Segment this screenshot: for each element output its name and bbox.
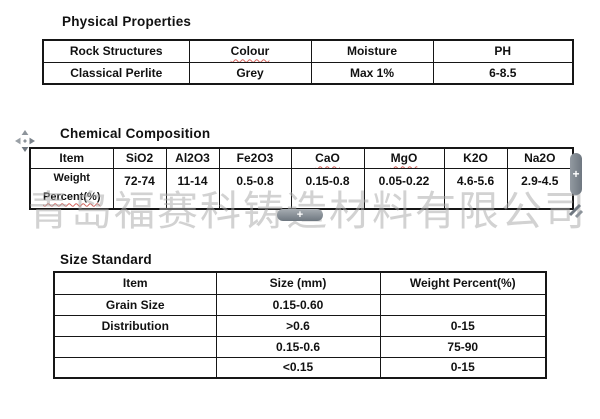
chemical-header-cao: CaO [290,147,365,169]
size-cell-range: 0.15-0.6 [215,335,381,358]
chemical-composition-table: Item SiO2 Al2O3 Fe2O3 CaO MgO K2O Na2O W… [29,147,574,210]
move-arrows-icon [15,130,35,152]
physical-cell-moisture: Max 1% [310,61,434,85]
size-cell-item-empty [53,335,217,358]
resize-grip-icon [568,203,584,219]
chemical-value-k2o: 4.6-5.6 [443,167,508,210]
size-cell-item-empty [53,356,217,379]
mgo-misspell-squiggle: MgO [390,151,418,166]
size-cell-range: >0.6 [215,314,381,337]
size-standard-table: Item Size (mm) Weight Percent(%) Grain S… [53,271,547,379]
size-cell-item-grain: Grain Size [53,293,217,316]
table-row: <0.15 0-15 [53,356,547,379]
weight-label: Weight [53,171,90,184]
chemical-header-sio2: SiO2 [112,147,167,169]
chemical-value-na2o: 2.9-4.5 [506,167,574,210]
chemical-value-cao: 0.15-0.8 [290,167,365,210]
expand-right-handle[interactable]: + [570,153,582,195]
physical-header-ph: PH [432,39,574,63]
size-cell-range: 0.15-0.60 [215,293,381,316]
chemical-header-mgo: MgO [363,147,445,169]
chemical-header-fe2o3: Fe2O3 [218,147,292,169]
chemical-header-al2o3: Al2O3 [165,147,220,169]
physical-header-moisture: Moisture [310,39,434,63]
table-row: 0.15-0.6 75-90 [53,335,547,358]
size-cell-percent: 75-90 [379,335,547,358]
size-header-weight-percent: Weight Percent(%) [379,271,547,295]
chemical-header-item: Item [29,147,114,169]
cao-misspell-squiggle: CaO [315,151,340,166]
physical-properties-table: Rock Structures Colour Moisture PH Class… [42,39,574,85]
table-row: Grain Size 0.15-0.60 [53,293,547,316]
physical-cell-rock-structure: Classical Perlite [42,61,190,85]
size-cell-range: <0.15 [215,356,381,379]
chemical-composition-title: Chemical Composition [60,126,211,141]
physical-header-rock-structures: Rock Structures [42,39,190,63]
physical-properties-title: Physical Properties [62,14,192,29]
chemical-header-k2o: K2O [443,147,508,169]
plus-icon: + [572,167,580,181]
colour-misspell-squiggle: Colour [230,44,270,59]
percent-label: Percent(%) [43,190,101,203]
plus-icon: + [296,209,304,221]
resize-grip-handle[interactable] [567,202,584,219]
size-standard-title: Size Standard [60,252,152,267]
table-row: Distribution >0.6 0-15 [53,314,547,337]
size-cell-percent: 0-15 [379,356,547,379]
size-cell-item-distribution: Distribution [53,314,217,337]
chemical-value-mgo: 0.05-0.22 [363,167,445,210]
physical-cell-ph: 6-8.5 [432,61,574,85]
size-header-item: Item [53,271,217,295]
size-cell-percent: 0-15 [379,314,547,337]
chemical-value-fe2o3: 0.5-0.8 [218,167,292,210]
chemical-value-sio2: 72-74 [112,167,167,210]
physical-header-colour: Colour [188,39,312,63]
chemical-header-na2o: Na2O [506,147,574,169]
size-cell-percent [379,293,547,316]
physical-cell-colour: Grey [188,61,312,85]
expand-bottom-handle[interactable]: + [277,209,323,221]
chemical-row-label-weight-percent: Weight Percent(%) [29,167,114,210]
move-handle-icon[interactable] [14,129,36,153]
size-header-size-mm: Size (mm) [215,271,381,295]
chemical-value-al2o3: 11-14 [165,167,220,210]
